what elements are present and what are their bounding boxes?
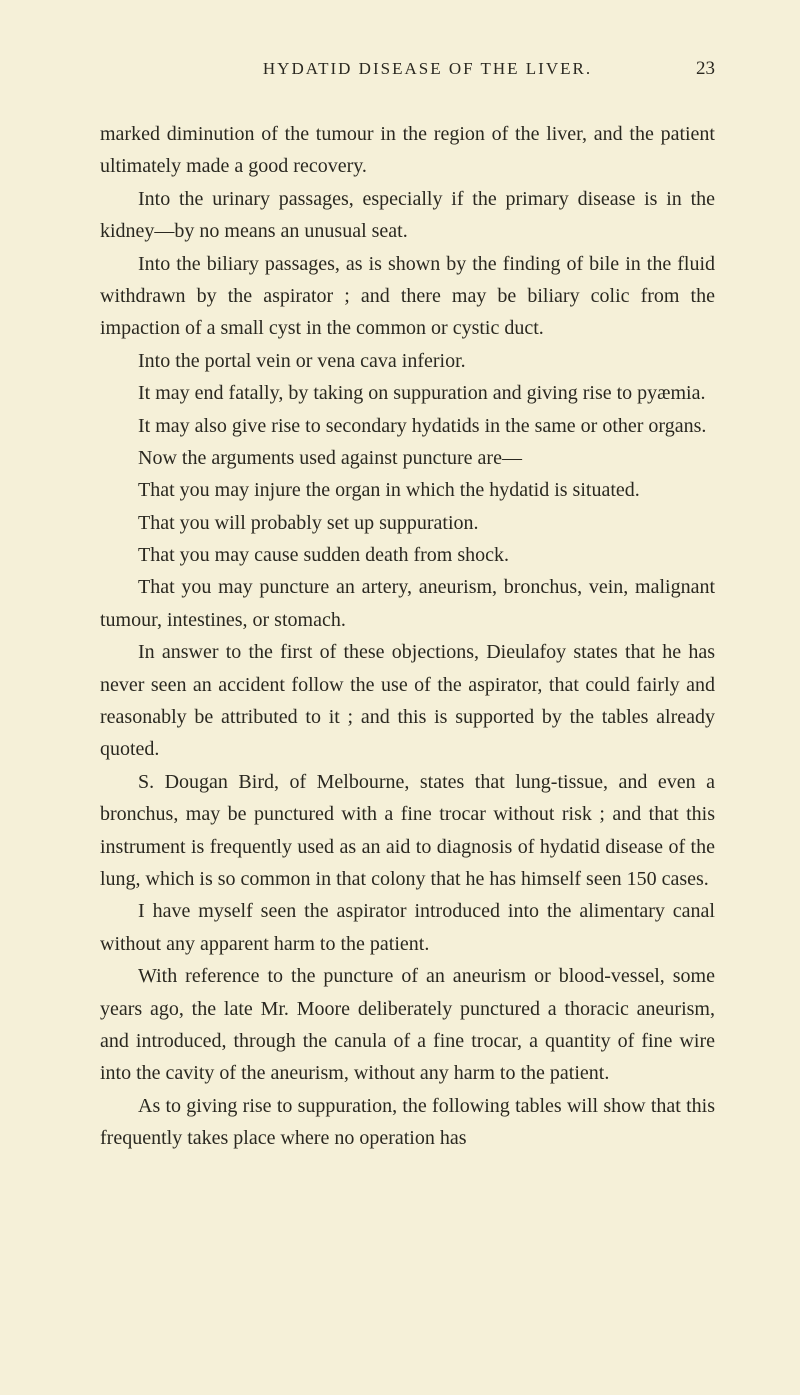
paragraph: That you may cause sudden death from sho…	[100, 539, 715, 571]
page-header: HYDATID DISEASE OF THE LIVER. 23	[100, 58, 715, 80]
paragraph: S. Dougan Bird, of Melbourne, states tha…	[100, 766, 715, 896]
paragraph: marked diminution of the tumour in the r…	[100, 118, 715, 183]
paragraph: That you may injure the organ in which t…	[100, 474, 715, 506]
paragraph: With reference to the puncture of an ane…	[100, 960, 715, 1090]
paragraph: Into the portal vein or vena cava inferi…	[100, 345, 715, 377]
paragraph: It may end fatally, by taking on suppura…	[100, 377, 715, 409]
paragraph: That you will probably set up suppuratio…	[100, 507, 715, 539]
paragraph: Now the arguments used against puncture …	[100, 442, 715, 474]
paragraph: In answer to the first of these objectio…	[100, 636, 715, 766]
paragraph: Into the biliary passages, as is shown b…	[100, 248, 715, 345]
paragraph: As to giving rise to suppuration, the fo…	[100, 1090, 715, 1155]
paragraph: Into the urinary passages, especially if…	[100, 183, 715, 248]
body-text: marked diminution of the tumour in the r…	[100, 118, 715, 1155]
page-title: HYDATID DISEASE OF THE LIVER.	[100, 59, 685, 79]
paragraph: That you may puncture an artery, aneuris…	[100, 571, 715, 636]
paragraph: I have myself seen the aspirator introdu…	[100, 895, 715, 960]
paragraph: It may also give rise to secondary hydat…	[100, 410, 715, 442]
page-number: 23	[685, 58, 715, 80]
